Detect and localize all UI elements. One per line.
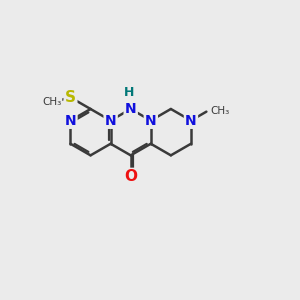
Text: N: N [185,114,197,128]
Text: H: H [124,86,134,99]
Text: N: N [105,114,116,128]
Text: N: N [145,114,157,128]
Text: CH₃: CH₃ [210,106,229,116]
Text: O: O [124,169,137,184]
Text: CH₃: CH₃ [42,98,62,107]
Text: N: N [125,102,136,116]
Text: S: S [65,90,76,105]
Text: N: N [65,114,76,128]
